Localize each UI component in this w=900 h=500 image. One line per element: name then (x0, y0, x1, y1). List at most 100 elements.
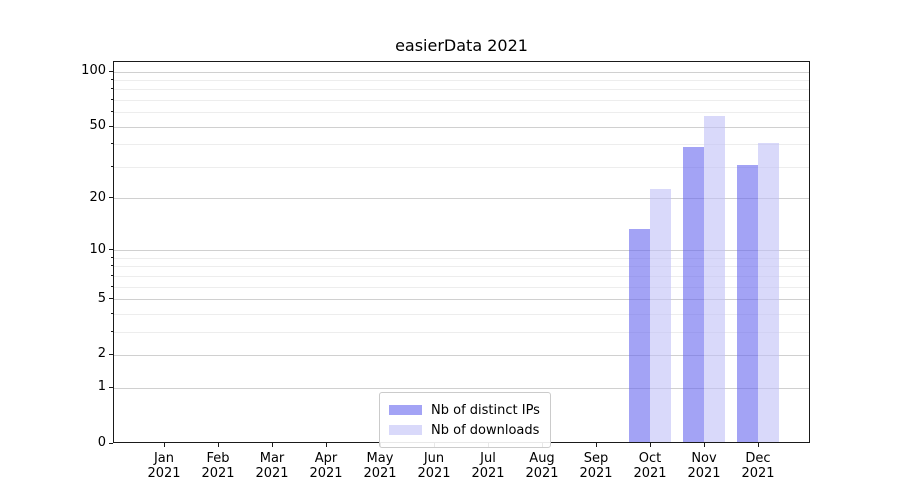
y-minor-tick-mark (110, 256, 113, 258)
minor-gridline (114, 144, 809, 146)
x-tick-year: 2021 (633, 466, 667, 481)
grid-layer (114, 62, 809, 442)
y-minor-tick-mark (110, 285, 113, 287)
minor-gridline (114, 286, 809, 288)
x-tick-year: 2021 (471, 466, 505, 481)
legend-swatch-distinct-ips (389, 405, 422, 415)
y-minor-tick-mark (110, 274, 113, 276)
x-tick-label: Jan 2021 (137, 451, 191, 481)
x-tick-year: 2021 (147, 466, 181, 481)
x-tick-mark (217, 443, 219, 447)
y-minor-tick-mark (110, 312, 113, 314)
y-tick-mark (109, 298, 113, 300)
legend-item-distinct-ips: Nb of distinct IPs (389, 400, 540, 420)
x-tick-mark (757, 443, 759, 447)
minor-gridline (114, 100, 809, 102)
y-tick-mark (109, 442, 113, 444)
minor-gridline (114, 266, 809, 268)
x-tick-label: Oct 2021 (623, 451, 677, 481)
legend-label-distinct-ips: Nb of distinct IPs (431, 402, 540, 418)
y-tick-label: 5 (97, 290, 106, 306)
bar-downloads-oct (650, 189, 671, 442)
x-tick-label: Apr 2021 (299, 451, 353, 481)
x-tick-month: Nov (691, 451, 717, 466)
chart-title: easierData 2021 (395, 36, 528, 55)
y-tick-mark (109, 70, 113, 72)
y-minor-tick-mark (110, 265, 113, 267)
bar-downloads-nov (704, 116, 725, 442)
y-minor-tick-mark (110, 111, 113, 113)
major-gridline (114, 126, 809, 128)
x-tick-label: Feb 2021 (191, 451, 245, 481)
y-minor-tick-mark (110, 99, 113, 101)
bar-distinct-ips-oct (629, 229, 650, 442)
minor-gridline (114, 166, 809, 168)
x-tick-month: Jun (423, 451, 445, 466)
y-minor-tick-mark (110, 165, 113, 167)
x-tick-year: 2021 (255, 466, 289, 481)
x-tick-label: Dec 2021 (731, 451, 785, 481)
x-tick-label: Jun 2021 (407, 451, 461, 481)
x-tick-month: Feb (206, 451, 230, 466)
y-tick-mark (109, 249, 113, 251)
x-tick-year: 2021 (525, 466, 559, 481)
legend-label-downloads: Nb of downloads (431, 422, 540, 438)
x-tick-month: Jul (480, 451, 496, 466)
plot-area: Nb of distinct IPs Nb of downloads (113, 61, 810, 448)
x-tick-label: Sep 2021 (569, 451, 623, 481)
y-tick-label: 20 (89, 189, 106, 205)
x-tick-year: 2021 (309, 466, 343, 481)
x-tick-month: Sep (583, 451, 609, 466)
x-tick-month: Mar (259, 451, 285, 466)
x-tick-mark (271, 443, 273, 447)
y-tick-label: 10 (89, 241, 106, 257)
y-tick-label: 1 (97, 379, 106, 395)
major-gridline (114, 198, 809, 200)
bar-distinct-ips-nov (683, 146, 704, 442)
x-tick-mark (595, 443, 597, 447)
y-tick-mark (109, 125, 113, 127)
major-gridline (114, 71, 809, 73)
legend-swatch-downloads (389, 425, 422, 435)
y-minor-tick-mark (110, 88, 113, 90)
minor-gridline (114, 80, 809, 82)
x-tick-year: 2021 (741, 466, 775, 481)
x-tick-year: 2021 (579, 466, 613, 481)
x-tick-label: Nov 2021 (677, 451, 731, 481)
major-gridline (114, 250, 809, 252)
minor-gridline (114, 275, 809, 277)
x-tick-year: 2021 (417, 466, 451, 481)
y-tick-label: 0 (97, 435, 106, 450)
legend: Nb of distinct IPs Nb of downloads (379, 392, 551, 448)
x-tick-mark (703, 443, 705, 447)
minor-gridline (114, 112, 809, 114)
minor-gridline (114, 89, 809, 91)
legend-item-downloads: Nb of downloads (389, 420, 540, 440)
x-tick-year: 2021 (363, 466, 397, 481)
y-minor-tick-mark (110, 79, 113, 81)
bar-downloads-dec (758, 142, 779, 442)
x-tick-label: Mar 2021 (245, 451, 299, 481)
major-gridline (114, 387, 809, 389)
bar-distinct-ips-dec (737, 165, 758, 442)
y-tick-label: 2 (97, 346, 106, 362)
minor-gridline (114, 257, 809, 259)
x-tick-year: 2021 (687, 466, 721, 481)
x-tick-month: Dec (745, 451, 771, 466)
x-tick-mark (649, 443, 651, 447)
x-tick-label: May 2021 (353, 451, 407, 481)
x-tick-month: Apr (314, 451, 338, 466)
y-tick-label: 100 (81, 63, 106, 79)
bars-layer (114, 62, 809, 442)
x-tick-month: May (366, 451, 394, 466)
minor-gridline (114, 313, 809, 315)
y-tick-mark (109, 197, 113, 199)
y-tick-label: 50 (89, 118, 106, 134)
x-tick-month: Aug (529, 451, 555, 466)
major-gridline (114, 299, 809, 301)
x-tick-mark (325, 443, 327, 447)
y-tick-mark (109, 386, 113, 388)
x-tick-label: Jul 2021 (461, 451, 515, 481)
x-tick-label: Aug 2021 (515, 451, 569, 481)
